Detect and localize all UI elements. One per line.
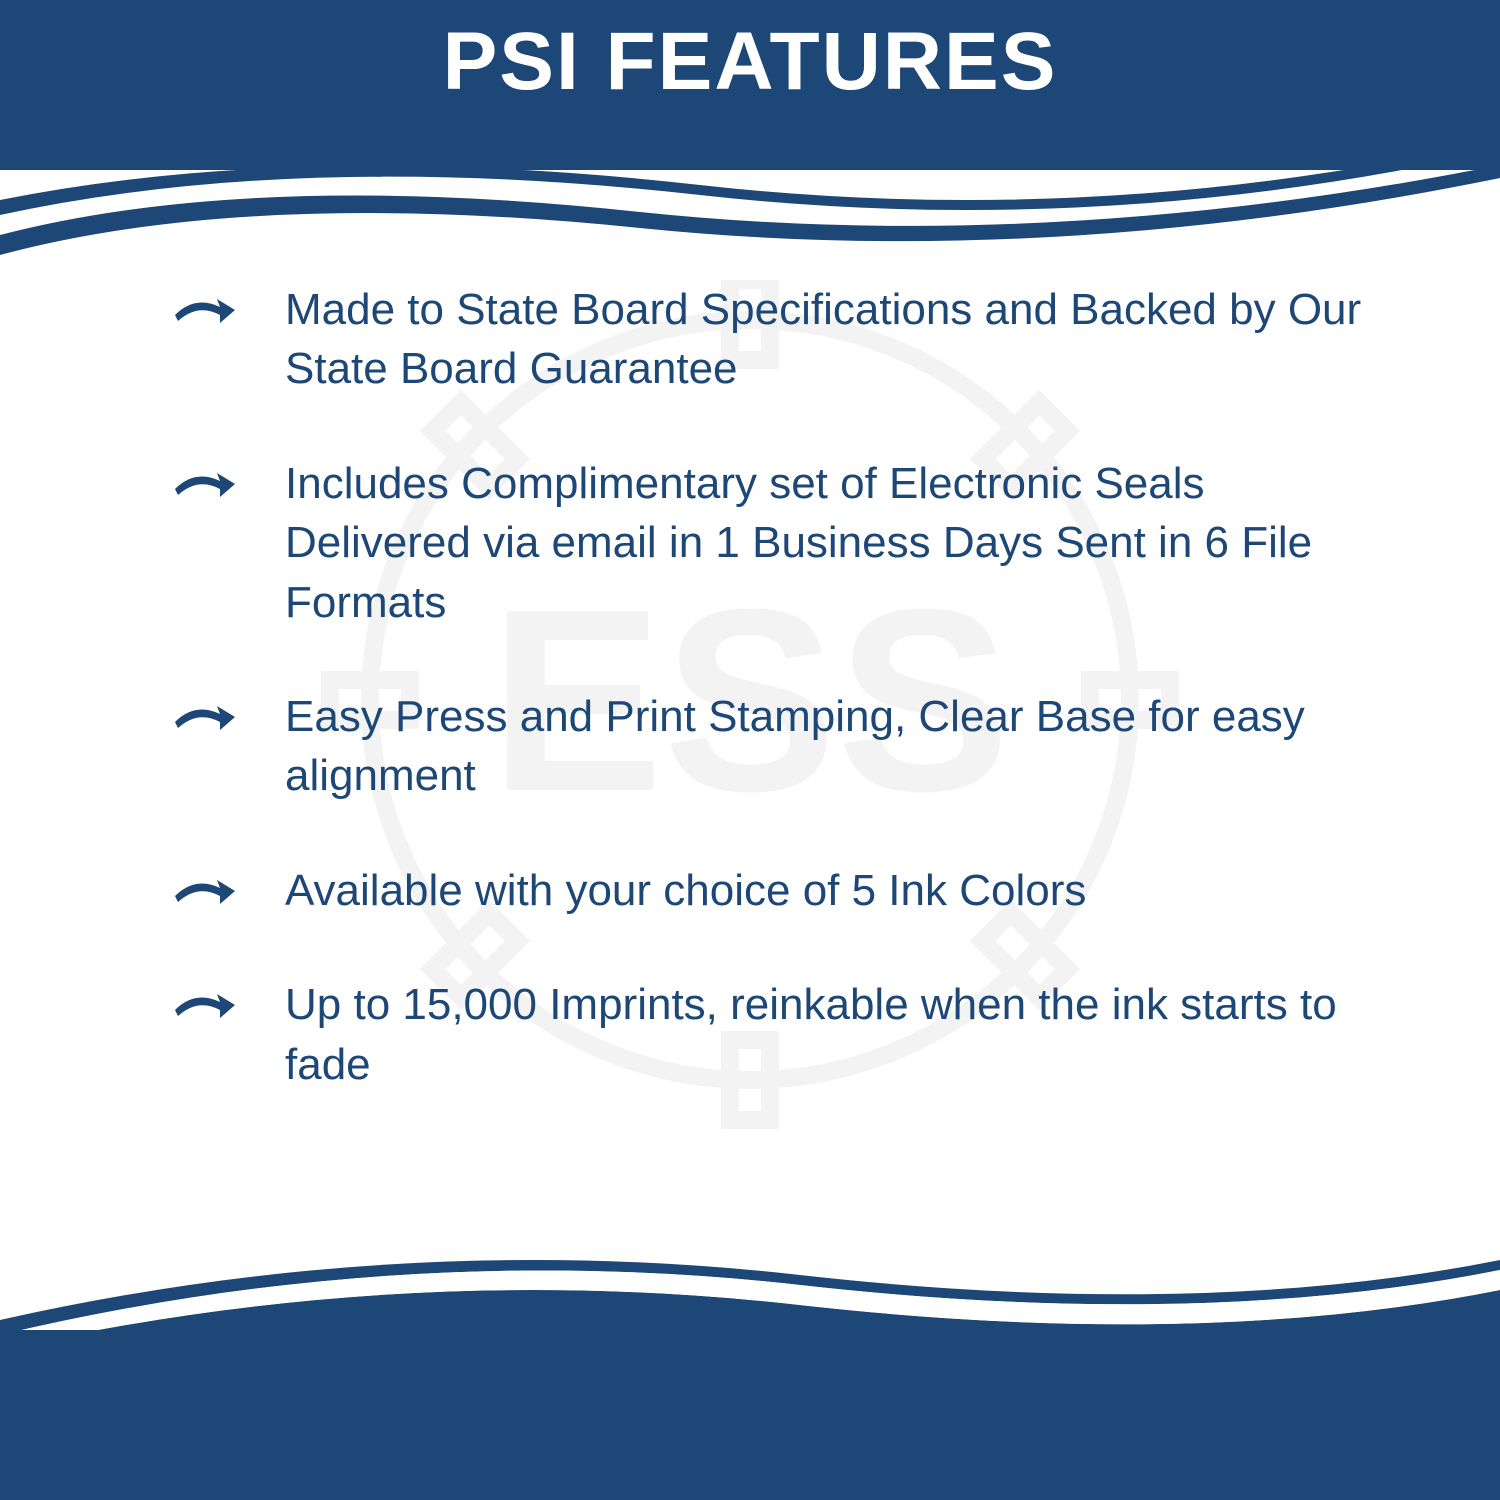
feature-item: Available with your choice of 5 Ink Colo… (170, 861, 1380, 920)
arrow-icon (170, 866, 240, 916)
arrow-icon (170, 459, 240, 509)
feature-text: Made to State Board Specifications and B… (285, 280, 1380, 399)
feature-item: Includes Complimentary set of Electronic… (170, 454, 1380, 632)
feature-text: Available with your choice of 5 Ink Colo… (285, 861, 1086, 920)
page-title: PSI FEATURES (443, 15, 1058, 109)
feature-text: Up to 15,000 Imprints, reinkable when th… (285, 975, 1380, 1094)
arrow-icon (170, 692, 240, 742)
feature-text: Easy Press and Print Stamping, Clear Bas… (285, 687, 1380, 806)
feature-item: Easy Press and Print Stamping, Clear Bas… (170, 687, 1380, 806)
features-list: Made to State Board Specifications and B… (0, 280, 1500, 1149)
footer-band (0, 1330, 1500, 1500)
infographic-container: ESS PSI FEATURES Made to State Board Spe… (0, 0, 1500, 1500)
feature-text: Includes Complimentary set of Electronic… (285, 454, 1380, 632)
arrow-icon (170, 285, 240, 335)
arrow-icon (170, 980, 240, 1030)
feature-item: Made to State Board Specifications and B… (170, 280, 1380, 399)
feature-item: Up to 15,000 Imprints, reinkable when th… (170, 975, 1380, 1094)
